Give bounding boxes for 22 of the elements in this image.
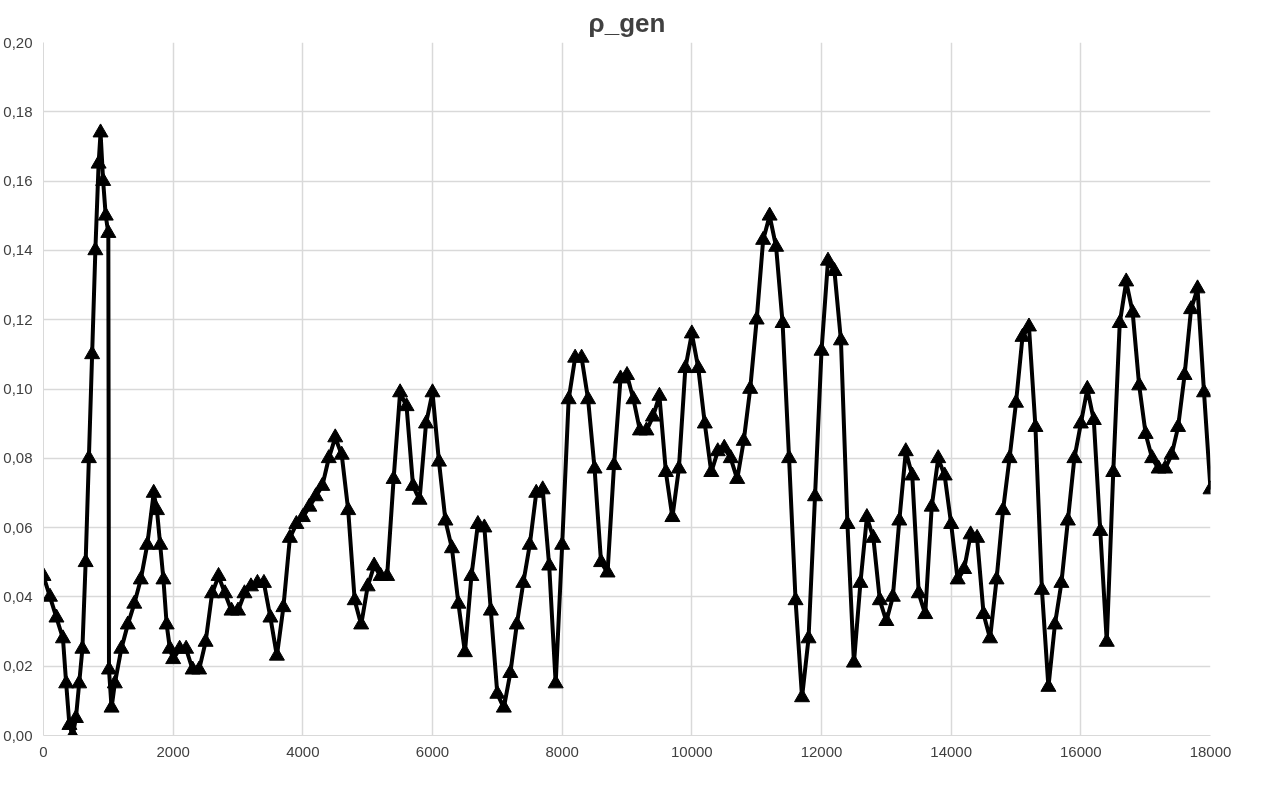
- x-tick-label: 10000: [670, 742, 713, 760]
- y-tick-label: 0,12: [3, 310, 33, 328]
- y-tick-label: 0,18: [3, 102, 33, 120]
- x-tick-label: 12000: [800, 742, 843, 760]
- y-tick-label: 0,06: [3, 518, 33, 536]
- x-tick-label: 16000: [1059, 742, 1102, 760]
- x-tick-label: 18000: [1189, 742, 1232, 760]
- x-tick-label: 4000: [286, 742, 320, 760]
- y-tick-label: 0,16: [3, 172, 33, 190]
- y-tick-label: 0,14: [3, 241, 33, 259]
- y-tick-label: 0,08: [3, 449, 33, 467]
- y-tick-label: 0,02: [3, 657, 33, 675]
- chart-title: ρ_gen: [588, 7, 666, 38]
- y-tick-label: 0,20: [3, 33, 33, 51]
- y-tick-label: 0,04: [3, 587, 33, 605]
- y-tick-label: 0,00: [3, 726, 33, 744]
- x-tick-label: 6000: [415, 742, 450, 760]
- x-tick-label: 0: [39, 742, 48, 760]
- x-tick-label: 2000: [156, 742, 190, 760]
- x-tick-label: 14000: [930, 742, 973, 760]
- x-tick-label: 8000: [545, 742, 579, 760]
- y-tick-label: 0,10: [3, 380, 33, 397]
